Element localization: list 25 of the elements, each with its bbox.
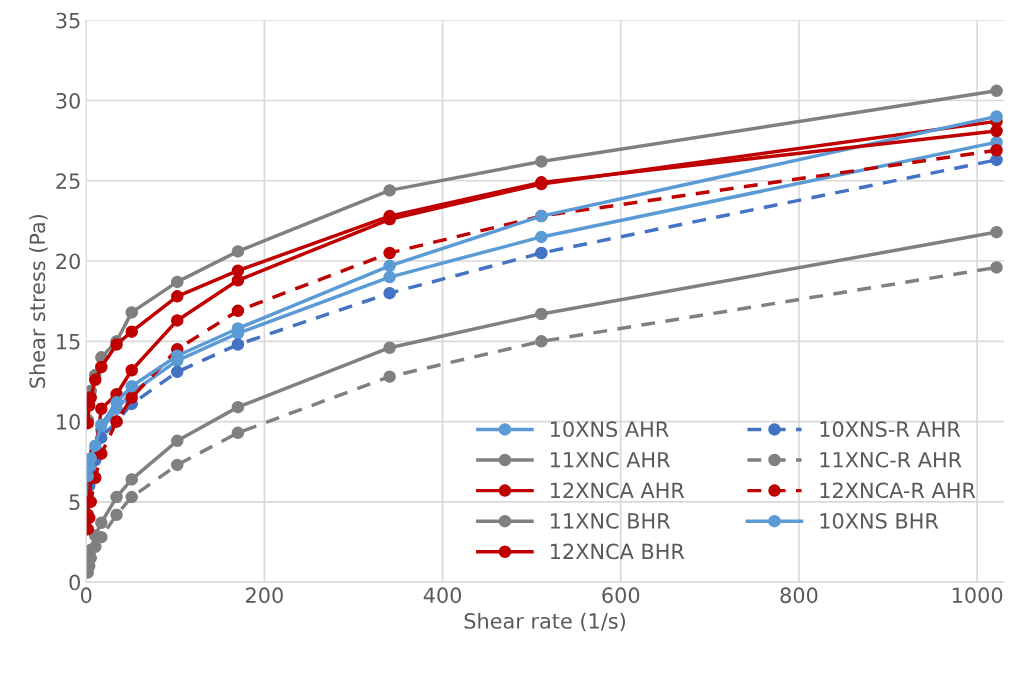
- legend-label: 12XNCA AHR: [550, 482, 685, 499]
- y-tick-label: 25: [56, 173, 80, 189]
- legend-label: 11XNC AHR: [550, 451, 670, 468]
- y-tick-label: 20: [56, 253, 80, 270]
- y-axis-title: Shear stress (Pa): [29, 214, 48, 388]
- x-tick-label: 200: [246, 587, 283, 604]
- legend-label: 10XNS AHR: [550, 421, 669, 438]
- x-tick-label: 600: [602, 587, 640, 604]
- x-tick-label: 1000: [952, 587, 1003, 604]
- x-tick-label: 800: [780, 587, 818, 604]
- y-tick-label: 30: [56, 92, 80, 109]
- y-tick-label: 15: [57, 334, 80, 350]
- legend-label: 11XNC BHR: [550, 513, 671, 529]
- legend-label: 11XNC-R AHR: [820, 451, 962, 468]
- x-tick-label: 400: [423, 587, 462, 604]
- legend-label: 12XNCA BHR: [550, 543, 685, 560]
- legend-label: 12XNCA-R AHR: [820, 482, 976, 499]
- y-tick-label: 5: [69, 494, 80, 511]
- legend-label: 10XNS BHR: [820, 513, 939, 529]
- x-axis-title: Shear rate (1/s): [464, 612, 625, 632]
- y-tick-label: 0: [69, 574, 80, 591]
- x-tick-label: 0: [80, 587, 92, 604]
- y-tick-label: 35: [56, 12, 80, 29]
- y-tick-label: 10: [57, 414, 80, 430]
- legend-label: 10XNS-R AHR: [820, 421, 961, 438]
